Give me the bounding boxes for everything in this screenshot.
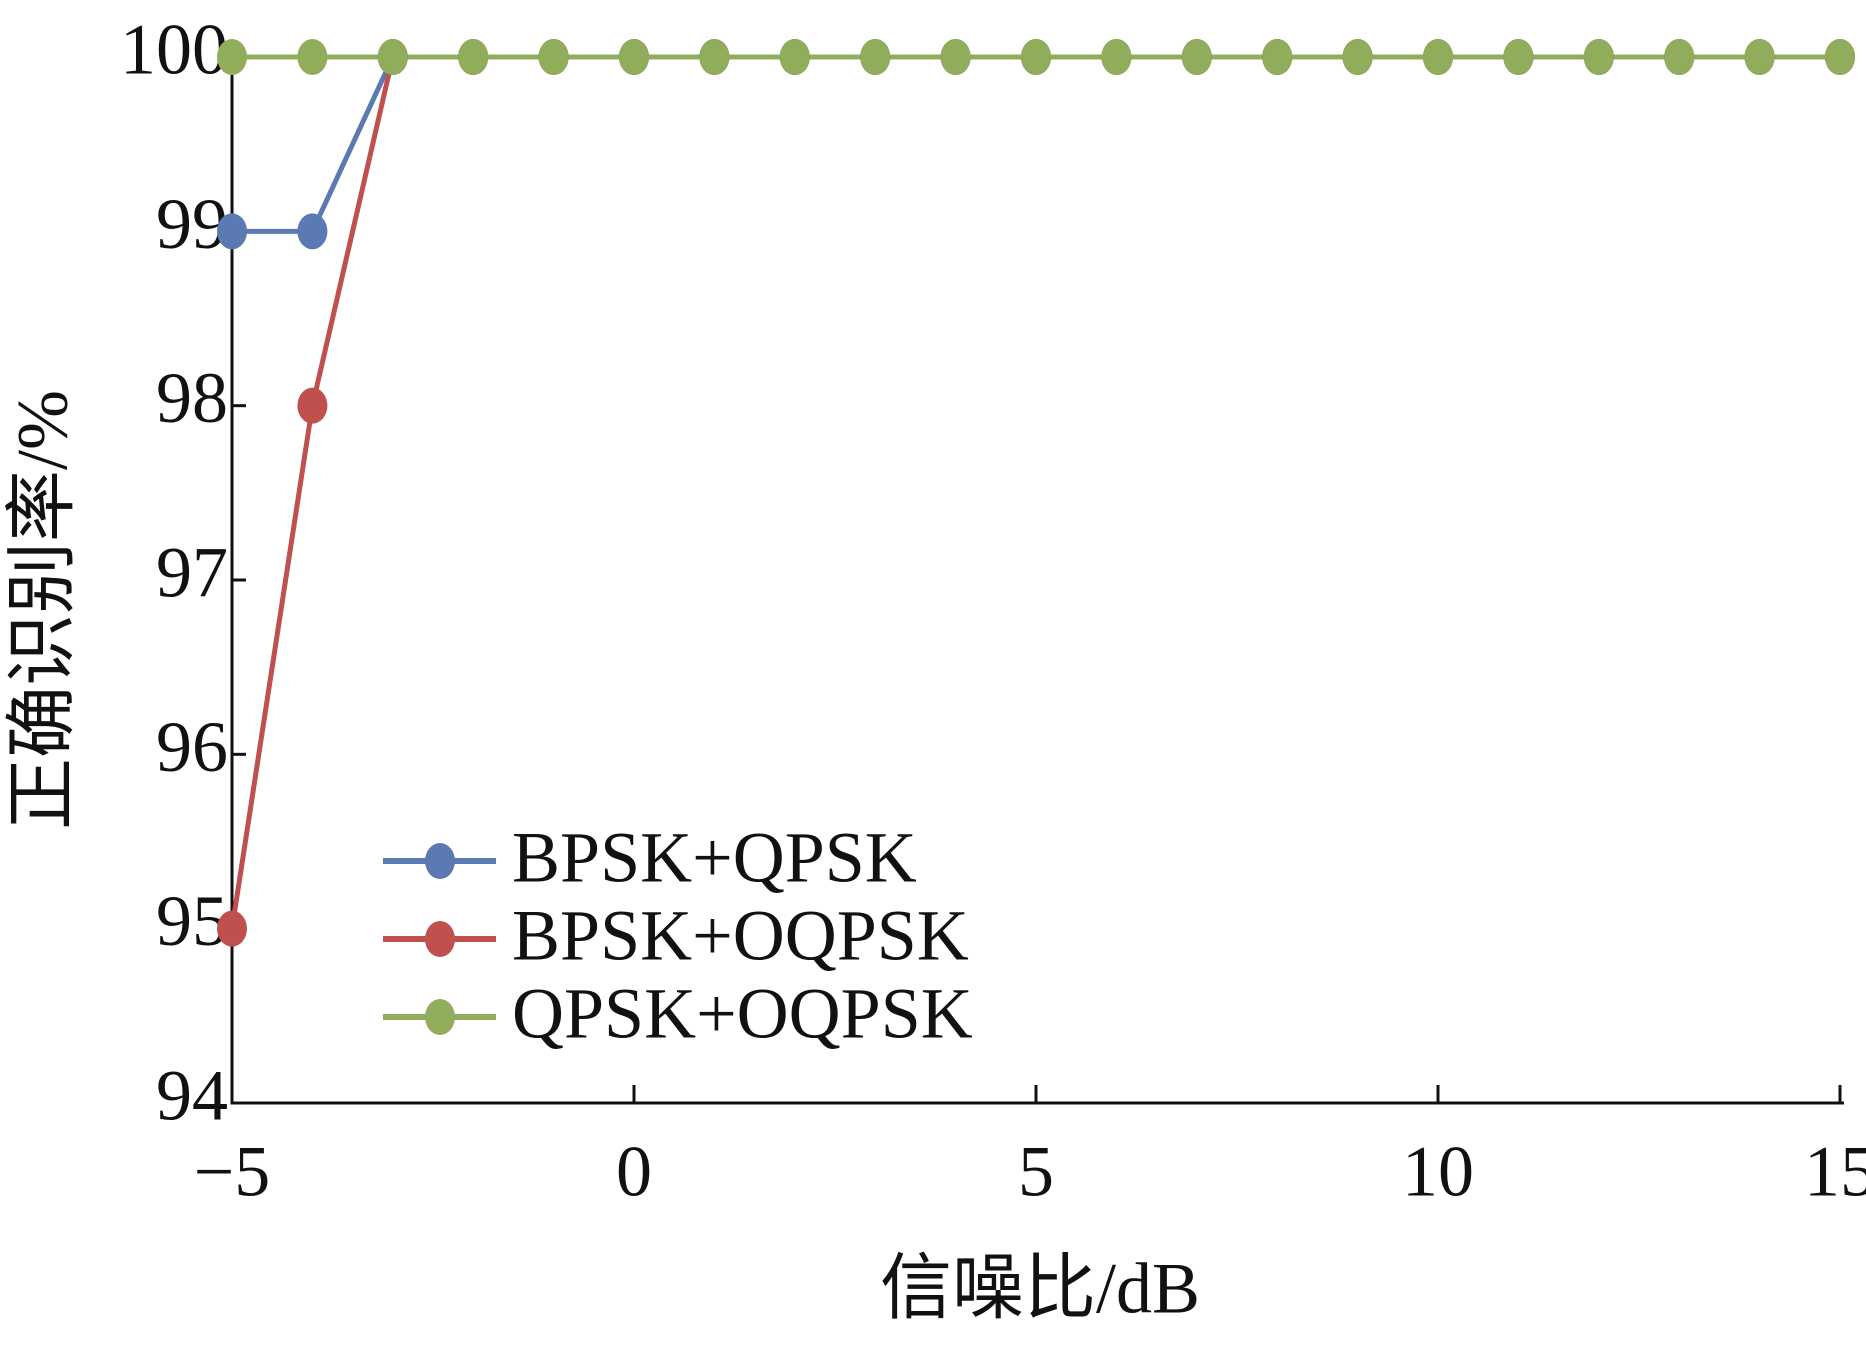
y-tick-label: 98: [156, 358, 228, 438]
axis-lines: [230, 47, 1844, 1105]
x-tick-label: 5: [1018, 1132, 1054, 1212]
series-marker: [297, 39, 328, 75]
series-marker: [1664, 39, 1695, 75]
y-tick-label: 96: [156, 707, 228, 787]
series-marker: [1262, 39, 1293, 75]
legend-label: BPSK+QPSK: [512, 818, 917, 898]
series-marker: [217, 39, 247, 75]
series-marker: [217, 910, 247, 947]
series-marker: [699, 39, 730, 75]
series-marker: [297, 387, 328, 424]
y-tick-label: 97: [156, 533, 228, 613]
series-marker: [217, 213, 247, 250]
series-marker: [1583, 39, 1614, 75]
series-marker: [538, 39, 569, 75]
series-marker: [1744, 39, 1775, 75]
y-tick-label: 99: [156, 184, 228, 264]
series-marker: [1423, 39, 1453, 75]
series-marker: [1342, 39, 1373, 75]
series-marker: [940, 39, 971, 75]
series-marker: [458, 39, 489, 75]
series-marker: [1021, 39, 1051, 75]
y-axis-label: 正确识别率/%: [3, 390, 83, 830]
x-tick-label: 15: [1804, 1132, 1866, 1212]
x-tick-label: −5: [194, 1132, 271, 1212]
series-marker: [297, 213, 328, 250]
legend-marker: [425, 999, 455, 1035]
series-line: [232, 54, 1840, 234]
legend-marker: [425, 843, 455, 879]
series-marker: [1825, 39, 1855, 75]
series-line: [229, 54, 1840, 930]
series-marker: [860, 39, 891, 75]
y-tick-label: 100: [120, 10, 228, 90]
series-marker: [377, 39, 408, 75]
y-tick-label: 94: [156, 1056, 228, 1136]
x-tick-label: 10: [1402, 1132, 1474, 1212]
y-tick-label: 95: [156, 881, 228, 961]
legend-label: BPSK+OQPSK: [512, 896, 969, 976]
x-axis-label: 信噪比/dB: [880, 1249, 1200, 1329]
series-marker: [1503, 39, 1534, 75]
series-marker: [619, 39, 649, 75]
series-marker: [1101, 39, 1132, 75]
legend-label: QPSK+OQPSK: [512, 974, 973, 1054]
series-marker: [1181, 39, 1212, 75]
legend-marker: [425, 921, 455, 957]
series-marker: [779, 39, 810, 75]
x-tick-label: 0: [616, 1132, 652, 1212]
